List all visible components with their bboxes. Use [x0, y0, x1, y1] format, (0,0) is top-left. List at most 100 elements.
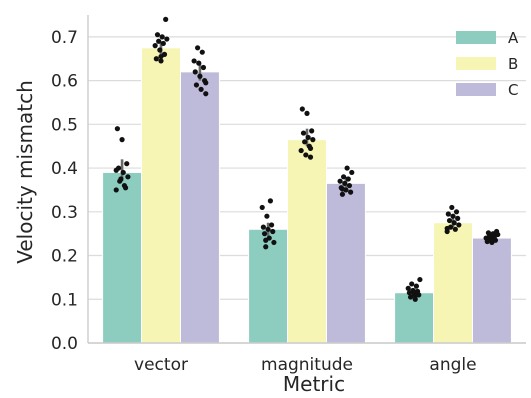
- data-point: [198, 86, 204, 92]
- data-point: [157, 47, 163, 53]
- data-point: [118, 176, 124, 182]
- data-point: [339, 186, 346, 192]
- bar: [471, 237, 512, 344]
- legend: ABC: [456, 29, 519, 99]
- data-point: [196, 60, 202, 66]
- data-point: [489, 237, 495, 243]
- data-point: [114, 126, 120, 132]
- data-point: [261, 231, 268, 237]
- data-point: [192, 69, 198, 75]
- data-point: [413, 283, 420, 289]
- data-point: [120, 169, 126, 176]
- data-point: [302, 139, 308, 145]
- legend-label: A: [508, 29, 519, 47]
- data-point: [309, 128, 315, 134]
- bar: [248, 228, 289, 344]
- data-point: [342, 180, 348, 186]
- data-point: [193, 82, 200, 88]
- data-point: [456, 222, 462, 228]
- data-point: [452, 226, 458, 232]
- data-point: [267, 198, 274, 204]
- data-point: [158, 58, 164, 64]
- bar: [433, 222, 473, 344]
- data-point: [339, 191, 346, 197]
- data-point: [263, 244, 269, 250]
- data-point: [494, 228, 500, 235]
- data-point: [300, 130, 307, 136]
- data-point: [417, 276, 423, 283]
- bar: [325, 182, 366, 344]
- data-point: [305, 134, 311, 141]
- data-point: [119, 137, 125, 143]
- data-point: [191, 58, 197, 64]
- data-point: [268, 222, 275, 228]
- data-point: [203, 80, 209, 86]
- data-point: [153, 56, 159, 62]
- data-point: [156, 38, 162, 44]
- legend-swatch: [456, 57, 496, 70]
- data-point: [164, 36, 170, 42]
- data-point: [337, 178, 343, 184]
- data-point: [163, 16, 169, 22]
- data-point: [199, 49, 205, 55]
- x-tick-label: angle: [429, 355, 476, 375]
- data-point: [259, 204, 265, 211]
- x-axis-label: Metric: [283, 372, 345, 396]
- data-point: [310, 137, 316, 143]
- data-point: [414, 288, 421, 294]
- data-point: [346, 182, 353, 189]
- data-point: [303, 152, 309, 158]
- data-point: [348, 189, 354, 195]
- data-point: [344, 165, 350, 171]
- data-point: [124, 161, 130, 167]
- data-point: [307, 154, 314, 160]
- data-point: [409, 281, 415, 287]
- data-point: [125, 174, 131, 180]
- data-point: [298, 147, 304, 154]
- data-point: [450, 213, 456, 219]
- data-point: [444, 225, 450, 232]
- y-tick-label: 0.5: [51, 115, 78, 135]
- bar: [287, 139, 327, 344]
- data-point: [197, 73, 203, 79]
- data-point: [349, 169, 355, 176]
- data-point: [152, 43, 158, 49]
- legend-swatch: [456, 83, 496, 96]
- data-point: [407, 294, 414, 300]
- y-tick-label: 0.0: [51, 334, 78, 354]
- bars: [102, 47, 512, 344]
- data-point: [194, 45, 201, 51]
- data-point: [203, 91, 209, 97]
- data-point: [299, 106, 305, 112]
- data-point: [160, 40, 166, 47]
- data-point: [455, 215, 461, 221]
- data-point: [154, 32, 161, 38]
- data-point: [113, 187, 119, 193]
- x-tick-label: magnitude: [261, 355, 353, 375]
- axes: [87, 15, 526, 344]
- data-point: [270, 228, 276, 235]
- legend-label: B: [508, 55, 518, 73]
- legend-label: C: [508, 81, 518, 99]
- x-tick-label: vector: [134, 355, 188, 375]
- data-point: [446, 217, 453, 224]
- data-point: [264, 213, 270, 219]
- data-point: [345, 176, 351, 182]
- data-point: [122, 185, 129, 191]
- y-tick-label: 0.2: [51, 247, 78, 267]
- data-point: [340, 174, 347, 180]
- y-tick-label: 0.3: [51, 203, 78, 223]
- bar: [141, 47, 181, 344]
- data-point: [307, 145, 314, 151]
- data-point: [451, 220, 457, 226]
- data-point: [304, 110, 310, 116]
- y-tick-label: 0.1: [51, 290, 78, 310]
- data-point: [260, 224, 266, 230]
- y-axis-label: Velocity mismatch: [13, 80, 37, 264]
- data-point: [405, 285, 411, 291]
- data-point: [412, 293, 418, 299]
- data-point: [265, 226, 271, 232]
- legend-swatch: [456, 31, 496, 44]
- y-tick-label: 0.6: [51, 72, 78, 92]
